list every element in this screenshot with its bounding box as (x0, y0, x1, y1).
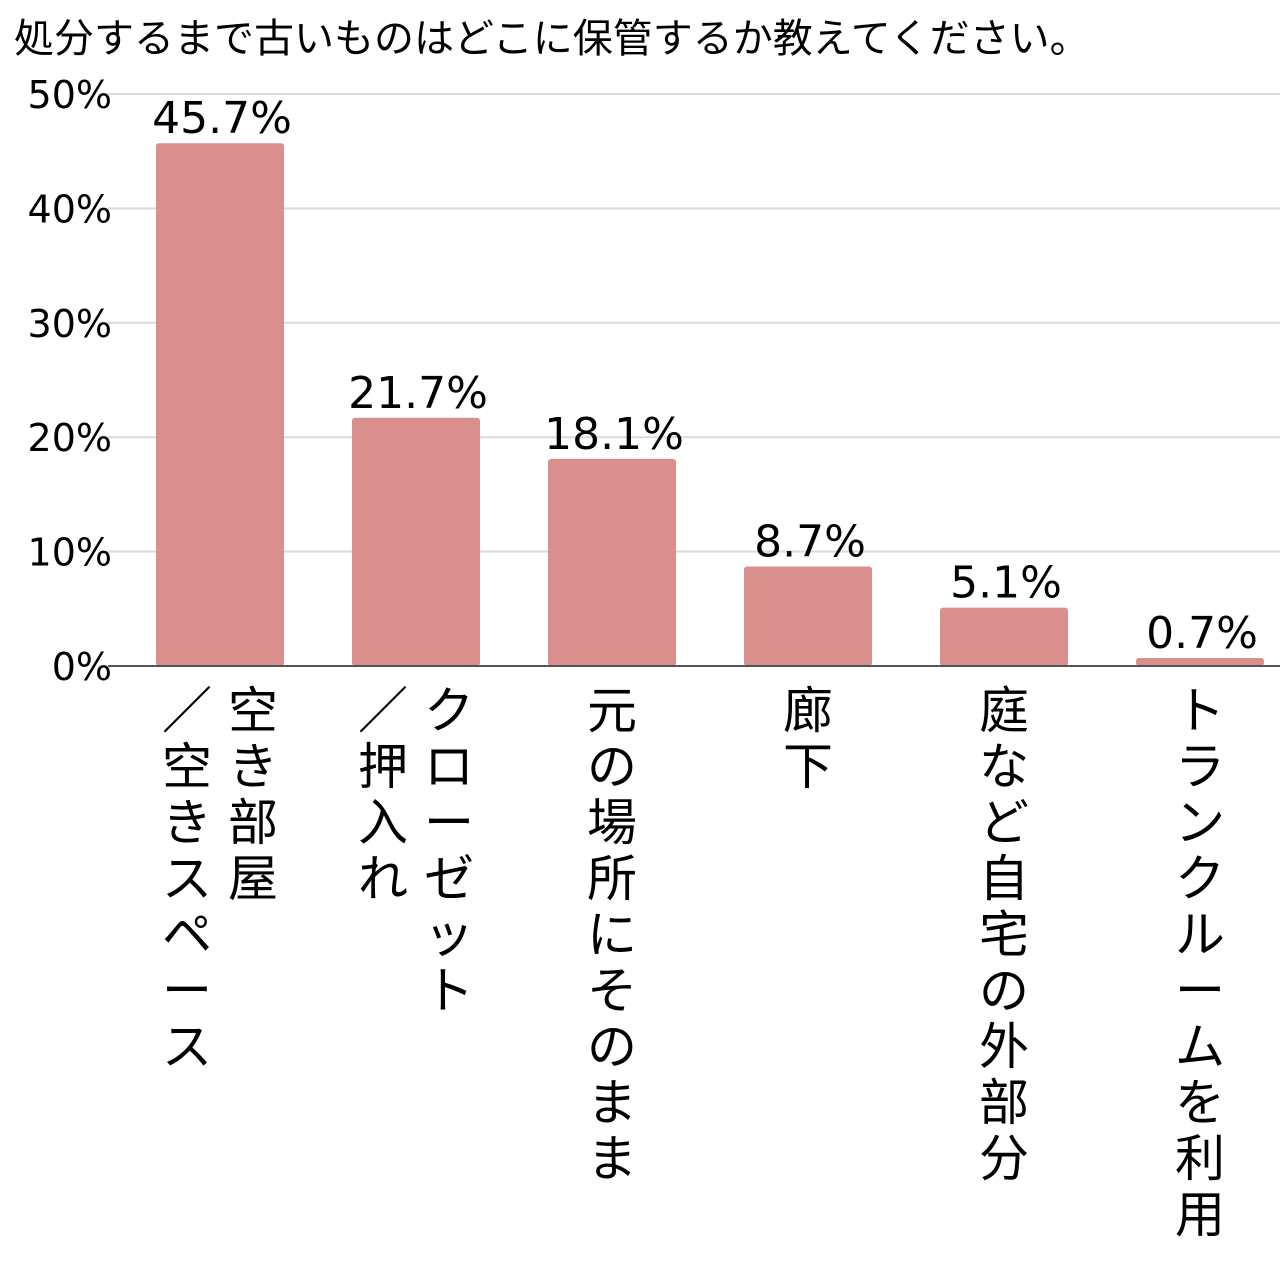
category-label: 空き部屋 (228, 682, 278, 908)
category-label: 元の場所にそのまま (587, 682, 637, 1188)
value-labels: 45.7% 21.7% 18.1% 8.7% 5.1% 0.7% (152, 93, 1258, 659)
category-label: ／空きスペース (162, 682, 212, 1076)
data-label: 8.7% (754, 516, 866, 567)
data-label: 0.7% (1146, 608, 1258, 659)
chart-title: 処分するまで古いものはどこに保管するか教えてください。 (14, 16, 1090, 62)
category-label: ／押入れ (358, 682, 408, 908)
y-tick-label: 0% (52, 645, 112, 689)
y-tick-label: 20% (28, 416, 112, 460)
bars (156, 143, 1264, 666)
data-label: 18.1% (544, 409, 684, 460)
category-label: クローゼット (424, 682, 474, 1020)
y-tick-label: 40% (28, 187, 112, 231)
y-axis-ticks: 0% 10% 20% 30% 40% 50% (28, 73, 112, 689)
y-tick-label: 10% (28, 531, 112, 575)
bar (548, 458, 676, 666)
y-tick-label: 50% (28, 73, 112, 117)
bar (744, 566, 872, 666)
category-label: トランクルームを利用 (1175, 682, 1225, 1244)
data-label: 21.7% (348, 368, 488, 419)
category-label: 庭など自宅の外部分 (979, 682, 1029, 1188)
category-label: 廊下 (783, 682, 833, 796)
data-label: 45.7% (152, 93, 292, 144)
bar (156, 143, 284, 666)
bar (940, 607, 1068, 666)
category-labels: 空き部屋 ／空きスペース クローゼット ／押入れ 元の場所にそのまま 廊下 庭など自宅の外部… (162, 682, 1225, 1244)
gridlines (108, 93, 1280, 553)
y-tick-label: 30% (28, 302, 112, 346)
bar (1136, 657, 1264, 666)
data-label: 5.1% (950, 558, 1062, 609)
bar (352, 417, 480, 666)
